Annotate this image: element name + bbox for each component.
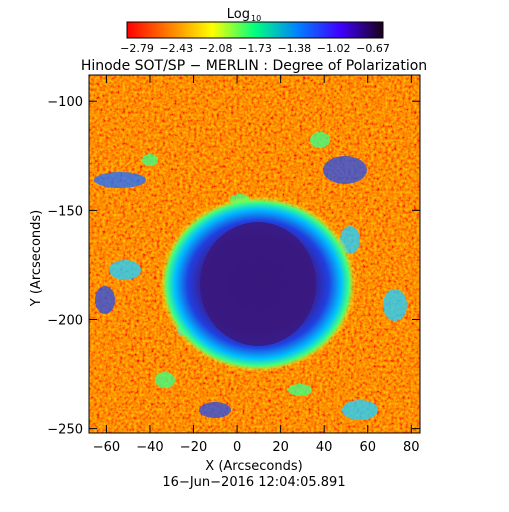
- polarization-patch: [288, 384, 312, 396]
- sunspot-umbra: [200, 222, 316, 346]
- x-tick-label: 80: [403, 440, 420, 455]
- x-tick-label: −60: [93, 440, 120, 455]
- x-tick-label: 20: [272, 440, 289, 455]
- colorbar-tick-label: −2.08: [199, 42, 233, 55]
- polarization-patch: [383, 289, 407, 321]
- chart-title: Hinode SOT/SP − MERLIN : Degree of Polar…: [81, 58, 427, 74]
- x-tick-label: 60: [359, 440, 376, 455]
- polarization-patch: [310, 132, 330, 148]
- x-tick-label: 0: [233, 440, 241, 455]
- polarization-patch: [155, 372, 175, 388]
- colorbar-tick-label: −1.73: [238, 42, 272, 55]
- polarization-patch: [94, 172, 146, 188]
- y-axis-label: Y (Arcseconds): [29, 210, 44, 307]
- plot-frame: [88, 74, 421, 434]
- colorbar-tick-label: −1.02: [317, 42, 351, 55]
- x-tick-label: −20: [180, 440, 207, 455]
- polarization-patches: [94, 132, 407, 420]
- footer-timestamp: 16−Jun−2016 12:04:05.891: [162, 475, 345, 490]
- y-tick-label: −150: [47, 204, 83, 219]
- plot-area: [89, 75, 420, 433]
- y-tick-label: −250: [47, 423, 83, 438]
- polarization-patch: [323, 156, 367, 184]
- axes: −60 −40 −20 0 20 40 60 80−100−150−200−250: [47, 75, 420, 455]
- x-tick-label: 40: [316, 440, 333, 455]
- y-tick-label: −100: [47, 95, 83, 110]
- y-tick-label: −200: [47, 313, 83, 328]
- colorbar-label-sub: 10: [251, 14, 261, 23]
- polarization-patch: [109, 260, 141, 280]
- colorbar: Log 10 −2.79 −2.43 −2.08 −1.73 −1.38 −1.02 −0.…: [120, 7, 390, 55]
- polarization-patch: [142, 154, 158, 166]
- colorbar-rect: [126, 21, 384, 39]
- colorbar-label: Log: [227, 7, 250, 22]
- polarization-patch: [342, 400, 378, 420]
- polarization-patch: [199, 402, 231, 418]
- colorbar-tick-label: −0.67: [356, 42, 390, 55]
- colorbar-tick-label: −1.38: [277, 42, 311, 55]
- polarization-patch: [95, 286, 115, 314]
- x-tick-label: −40: [136, 440, 163, 455]
- colorbar-tick-label: −2.43: [159, 42, 193, 55]
- x-axis-label: X (Arcseconds): [205, 459, 302, 474]
- colorbar-tick-labels: −2.79 −2.43 −2.08 −1.73 −1.38 −1.02 −0.67: [120, 42, 390, 55]
- colorbar-tick-label: −2.79: [120, 42, 154, 55]
